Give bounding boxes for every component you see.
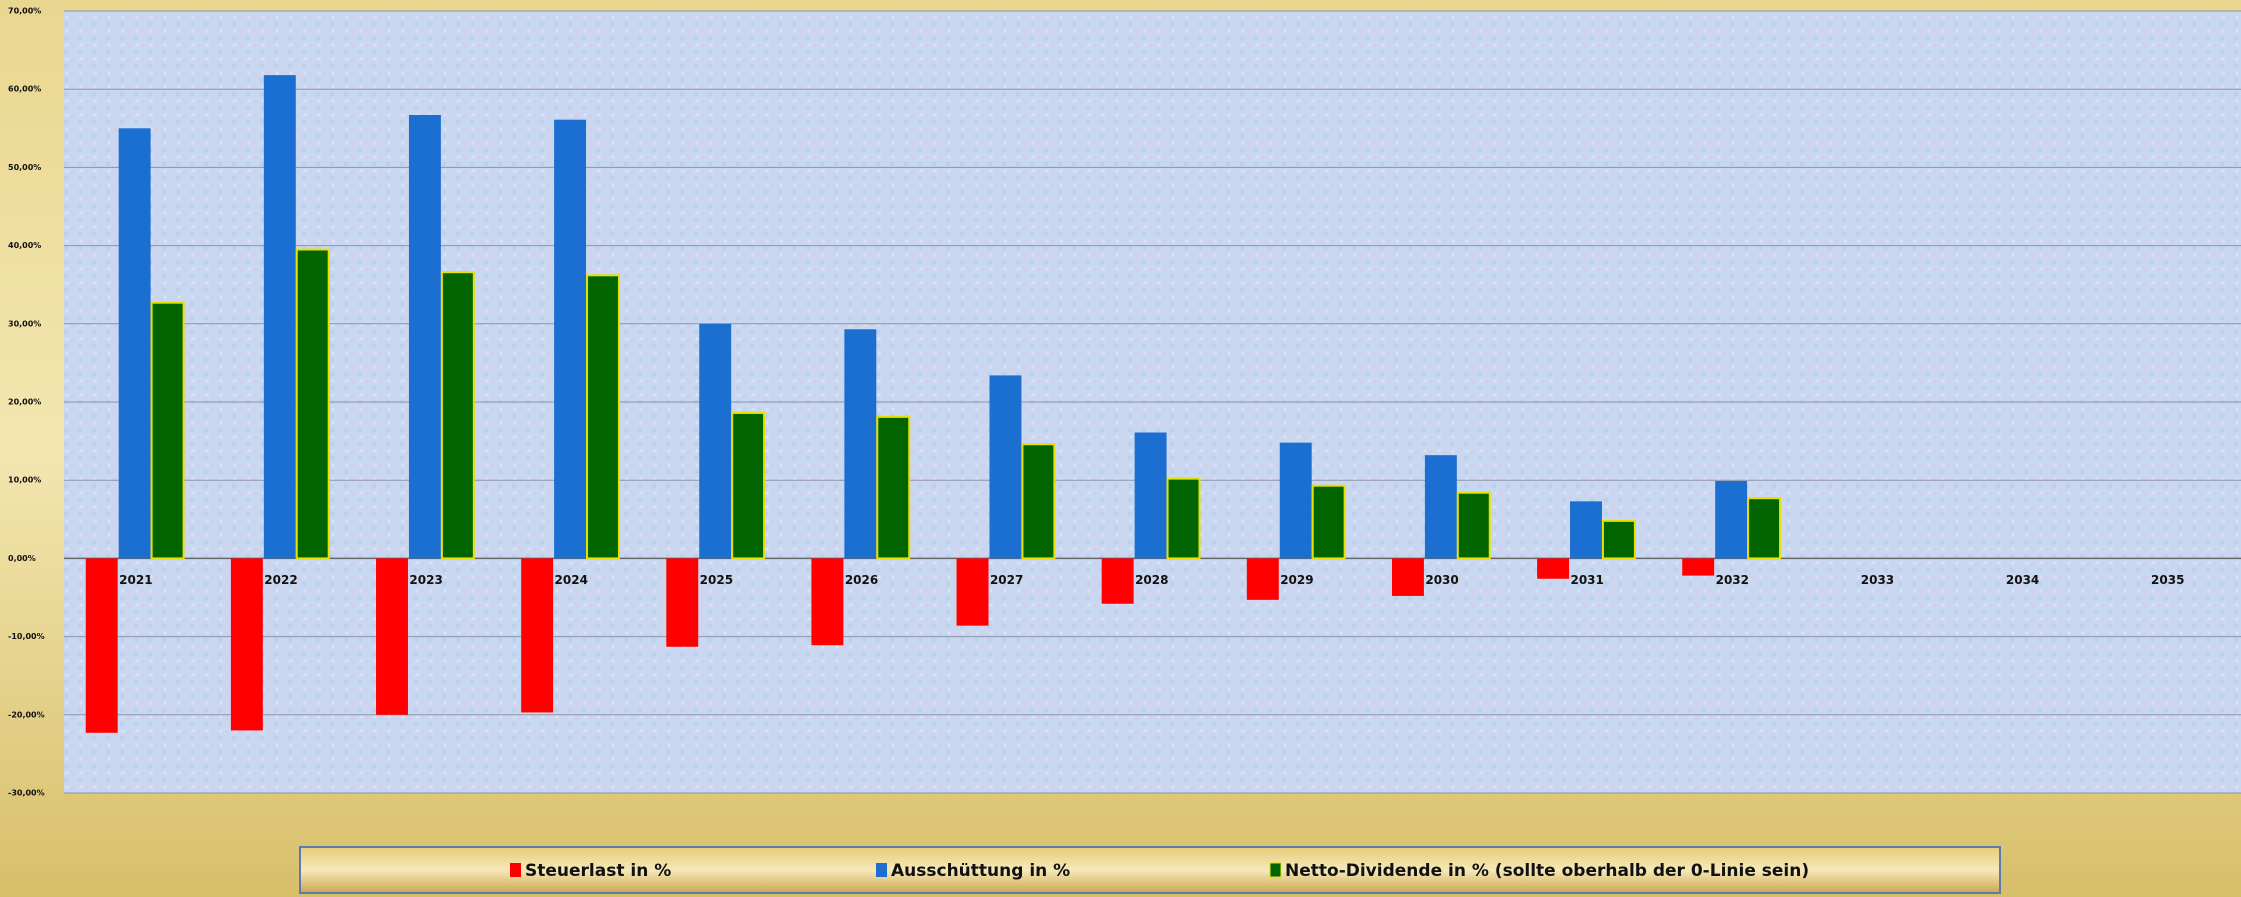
legend xyxy=(299,846,2001,894)
y-tick-label: -20,00% xyxy=(8,710,45,719)
bar xyxy=(699,323,732,559)
bar xyxy=(844,329,877,559)
bar xyxy=(1166,477,1201,560)
bar xyxy=(731,411,766,560)
x-tick-label: 2022 xyxy=(264,573,297,587)
y-tick-label: 60,00% xyxy=(8,85,41,94)
bar xyxy=(554,119,587,559)
bar xyxy=(1246,558,1279,600)
x-tick-label: 2024 xyxy=(555,573,588,587)
x-tick-label: 2033 xyxy=(1861,573,1894,587)
bar xyxy=(956,558,989,626)
legend-marker xyxy=(876,863,887,877)
bar xyxy=(876,415,911,560)
y-tick-label: 70,00% xyxy=(8,7,41,16)
legend-marker xyxy=(510,863,521,877)
bar xyxy=(85,558,118,733)
bar xyxy=(263,75,296,559)
bar xyxy=(376,558,408,715)
y-tick-label: 20,00% xyxy=(8,398,41,407)
bar xyxy=(1279,442,1312,559)
bar xyxy=(440,271,475,560)
y-tick-label: -30,00% xyxy=(8,789,45,798)
legend-label: Ausschüttung in % xyxy=(891,861,1070,881)
legend-marker xyxy=(1269,862,1282,878)
bar xyxy=(1134,432,1167,559)
bar xyxy=(586,274,620,560)
bar xyxy=(989,375,1022,559)
y-tick-label: 40,00% xyxy=(8,241,41,250)
x-tick-label: 2034 xyxy=(2006,573,2039,587)
bar xyxy=(1424,455,1457,559)
bar xyxy=(1601,519,1636,560)
bar xyxy=(150,301,185,560)
bar xyxy=(1747,497,1782,560)
x-tick-label: 2026 xyxy=(845,573,878,587)
bar xyxy=(1537,558,1570,579)
bar xyxy=(521,558,554,713)
y-tick-label: 50,00% xyxy=(8,163,41,172)
bar xyxy=(1391,558,1424,596)
bar xyxy=(408,115,441,559)
x-tick-label: 2023 xyxy=(409,573,442,587)
legend-label: Steuerlast in % xyxy=(525,861,671,881)
y-tick-label: 10,00% xyxy=(8,476,41,485)
bar xyxy=(1682,558,1715,576)
legend-label: Netto-Dividende in % (sollte oberhalb de… xyxy=(1285,861,1809,881)
x-tick-label: 2025 xyxy=(700,573,733,587)
x-tick-label: 2032 xyxy=(1716,573,1749,587)
bar xyxy=(118,128,151,559)
bar xyxy=(666,558,699,647)
x-tick-label: 2029 xyxy=(1280,573,1313,587)
y-tick-label: 0,00% xyxy=(8,554,36,563)
y-tick-label: -10,00% xyxy=(8,632,45,641)
x-tick-label: 2027 xyxy=(990,573,1023,587)
x-tick-label: 2030 xyxy=(1425,573,1458,587)
bar xyxy=(1570,501,1602,559)
x-tick-label: 2035 xyxy=(2151,573,2184,587)
x-tick-label: 2028 xyxy=(1135,573,1168,587)
y-tick-label: 30,00% xyxy=(8,319,41,328)
bar xyxy=(1715,480,1748,559)
bar xyxy=(1456,491,1491,560)
bar xyxy=(1021,443,1056,560)
bar xyxy=(230,558,263,731)
x-tick-label: 2021 xyxy=(119,573,152,587)
x-tick-label: 2031 xyxy=(1570,573,1603,587)
bar xyxy=(811,558,844,646)
bar xyxy=(1311,484,1346,560)
bar xyxy=(1101,558,1134,604)
bar xyxy=(295,248,330,560)
